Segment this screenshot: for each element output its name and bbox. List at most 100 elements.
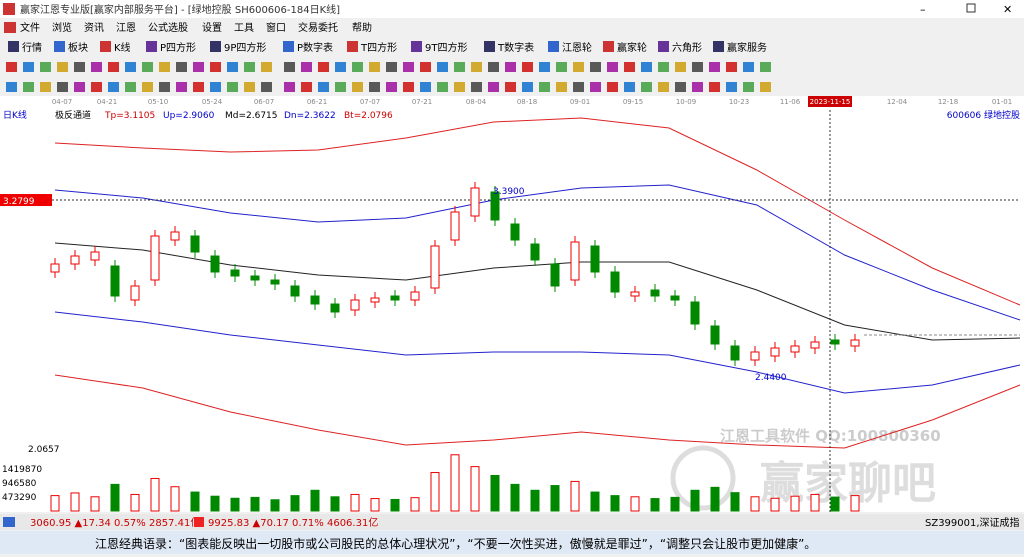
- tool-button[interactable]: 9P四方形: [224, 41, 266, 54]
- tool-icon[interactable]: [454, 82, 465, 92]
- tool-icon[interactable]: [159, 82, 170, 92]
- tool-button[interactable]: 江恩轮: [562, 41, 592, 54]
- tool-icon[interactable]: [692, 62, 703, 72]
- tool-icon[interactable]: [437, 82, 448, 92]
- minimize[interactable]: –: [920, 3, 926, 16]
- tool-icon[interactable]: [284, 62, 295, 72]
- tool-icon[interactable]: [420, 82, 431, 92]
- tool-icon[interactable]: [210, 62, 221, 72]
- tool-icon[interactable]: [403, 82, 414, 92]
- tool-icon[interactable]: [108, 82, 119, 92]
- menu-item[interactable]: 交易委托: [298, 21, 338, 34]
- close[interactable]: ✕: [1003, 3, 1012, 16]
- tool-icon[interactable]: [261, 82, 272, 92]
- tool-icon[interactable]: [210, 82, 221, 92]
- tool-button[interactable]: 9T四方形: [425, 41, 467, 54]
- tool-icon[interactable]: [227, 62, 238, 72]
- tool-icon[interactable]: [227, 82, 238, 92]
- tool-icon[interactable]: [624, 82, 635, 92]
- tool-icon[interactable]: [369, 82, 380, 92]
- tool-icon[interactable]: [142, 62, 153, 72]
- tool-icon[interactable]: [539, 82, 550, 92]
- tool-icon[interactable]: [726, 62, 737, 72]
- tool-icon[interactable]: [726, 82, 737, 92]
- tool-icon[interactable]: [369, 62, 380, 72]
- tool-icon[interactable]: [318, 62, 329, 72]
- tool-icon[interactable]: [556, 62, 567, 72]
- menu-item[interactable]: 工具: [234, 22, 254, 34]
- tool-icon[interactable]: [658, 62, 669, 72]
- tool-icon[interactable]: [335, 82, 346, 92]
- tool-icon[interactable]: [142, 82, 153, 92]
- tool-icon[interactable]: [352, 82, 363, 92]
- tool-icon[interactable]: [471, 82, 482, 92]
- tool-button[interactable]: K线: [114, 41, 131, 54]
- tool-icon[interactable]: [624, 62, 635, 72]
- maximize[interactable]: [966, 3, 976, 13]
- tool-icon[interactable]: [522, 62, 533, 72]
- menu-item[interactable]: 文件: [20, 21, 40, 34]
- tool-icon[interactable]: [488, 62, 499, 72]
- tool-icon[interactable]: [301, 82, 312, 92]
- tool-icon[interactable]: [244, 82, 255, 92]
- tool-icon[interactable]: [675, 62, 686, 72]
- tool-icon[interactable]: [91, 82, 102, 92]
- menu-item[interactable]: 公式选股: [148, 21, 188, 34]
- tool-icon[interactable]: [193, 82, 204, 92]
- tool-icon[interactable]: [6, 62, 17, 72]
- tool-icon[interactable]: [108, 62, 119, 72]
- tool-icon[interactable]: [709, 82, 720, 92]
- tool-icon[interactable]: [301, 62, 312, 72]
- tool-icon[interactable]: [193, 62, 204, 72]
- menu-item[interactable]: 资讯: [84, 22, 104, 34]
- tool-icon[interactable]: [505, 82, 516, 92]
- tool-button[interactable]: 赢家轮: [617, 41, 647, 54]
- tool-icon[interactable]: [675, 82, 686, 92]
- tool-icon[interactable]: [760, 82, 771, 92]
- menu-item[interactable]: 浏览: [52, 21, 72, 34]
- tool-icon[interactable]: [454, 62, 465, 72]
- tool-icon[interactable]: [539, 62, 550, 72]
- tool-icon[interactable]: [386, 82, 397, 92]
- tool-icon[interactable]: [23, 62, 34, 72]
- tool-icon[interactable]: [74, 82, 85, 92]
- tool-button[interactable]: 行情: [22, 41, 42, 54]
- tool-icon[interactable]: [556, 82, 567, 92]
- tool-icon[interactable]: [284, 82, 295, 92]
- tool-icon[interactable]: [590, 62, 601, 72]
- tool-button[interactable]: 赢家服务: [727, 41, 767, 54]
- tool-icon[interactable]: [743, 82, 754, 92]
- tool-icon[interactable]: [471, 62, 482, 72]
- tool-icon[interactable]: [505, 62, 516, 72]
- tool-icon[interactable]: [6, 82, 17, 92]
- tool-icon[interactable]: [437, 62, 448, 72]
- tool-icon[interactable]: [709, 62, 720, 72]
- tool-icon[interactable]: [125, 62, 136, 72]
- tool-button[interactable]: 板块: [68, 41, 88, 54]
- tool-icon[interactable]: [760, 62, 771, 72]
- tool-icon[interactable]: [125, 82, 136, 92]
- tool-icon[interactable]: [641, 62, 652, 72]
- tool-button[interactable]: P数字表: [297, 41, 333, 54]
- tool-icon[interactable]: [403, 62, 414, 72]
- tool-icon[interactable]: [352, 62, 363, 72]
- tool-icon[interactable]: [692, 82, 703, 92]
- menu-item[interactable]: 江恩: [116, 22, 136, 34]
- tool-icon[interactable]: [641, 82, 652, 92]
- menu-item[interactable]: 设置: [202, 22, 222, 34]
- tool-icon[interactable]: [159, 62, 170, 72]
- tool-icon[interactable]: [244, 62, 255, 72]
- tool-icon[interactable]: [386, 62, 397, 72]
- tool-icon[interactable]: [91, 62, 102, 72]
- tool-icon[interactable]: [176, 82, 187, 92]
- tool-icon[interactable]: [420, 62, 431, 72]
- tool-icon[interactable]: [40, 62, 51, 72]
- tool-icon[interactable]: [57, 62, 68, 72]
- tool-icon[interactable]: [335, 62, 346, 72]
- tool-button[interactable]: P四方形: [160, 41, 196, 54]
- tool-icon[interactable]: [176, 62, 187, 72]
- tool-icon[interactable]: [57, 82, 68, 92]
- menu-item[interactable]: 窗口: [266, 21, 286, 34]
- menu-item[interactable]: 帮助: [352, 21, 372, 34]
- tool-icon[interactable]: [74, 62, 85, 72]
